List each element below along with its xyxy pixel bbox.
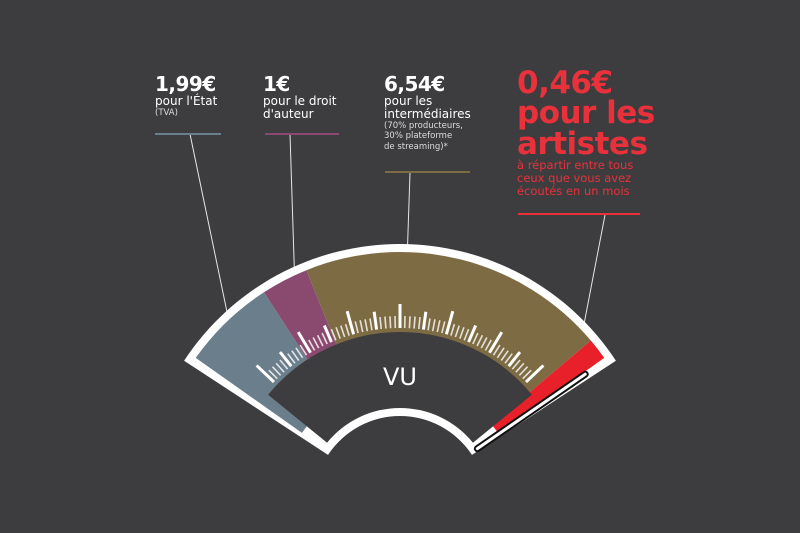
underline-etat [155, 133, 221, 135]
tick [335, 327, 341, 339]
label-artistes: 0,46€ pour les artistes à répartir entre… [517, 65, 655, 198]
tick [330, 328, 337, 341]
leader-line-0 [189, 133, 228, 313]
tick [511, 359, 521, 370]
tick [488, 331, 504, 354]
tick [417, 316, 421, 330]
tick [299, 344, 308, 356]
needle [475, 372, 587, 451]
value-label: 1,99€ [155, 72, 216, 96]
tick [354, 321, 359, 334]
note: 30% plateforme [384, 131, 453, 141]
category-label: artistes [517, 125, 648, 162]
tick [271, 366, 282, 376]
note: écoutés en un mois [517, 183, 630, 198]
category-label: pour les [384, 94, 433, 108]
underline-intermediaires [385, 171, 470, 173]
tick [480, 337, 488, 349]
note: (70% producteurs, [384, 121, 463, 132]
note: de streaming)* [384, 141, 448, 152]
note: ceux que vous avez [517, 171, 632, 185]
tick [467, 324, 478, 343]
value-label: 6,54€ [384, 72, 445, 96]
tick [496, 347, 505, 359]
tick [421, 311, 428, 330]
tick [444, 310, 455, 335]
tick [275, 362, 285, 373]
category-label: pour le droit [263, 94, 337, 108]
tick [321, 332, 328, 345]
category-label: pour les [517, 95, 655, 132]
tick [436, 320, 441, 333]
tick [518, 366, 529, 376]
tick [484, 339, 492, 351]
value-label: 0,46€ [517, 65, 613, 101]
tick [500, 350, 509, 361]
tick [369, 318, 373, 331]
tick [364, 319, 369, 332]
tick [345, 310, 356, 335]
tick [524, 364, 545, 384]
tick [427, 318, 431, 331]
tick [441, 321, 446, 334]
underline-artistes [518, 213, 640, 215]
tick [476, 334, 484, 347]
tick [344, 323, 350, 336]
gauge-ticks [255, 304, 545, 384]
tick [413, 316, 416, 329]
tick [340, 325, 346, 338]
underline-auteur [265, 133, 339, 135]
tick [279, 359, 289, 370]
gauge-center-label: VU [383, 363, 417, 391]
tick [316, 334, 324, 347]
tick [454, 325, 460, 338]
tick [492, 344, 501, 356]
tick [379, 316, 383, 330]
tick [459, 327, 465, 339]
tick [504, 353, 513, 364]
tick [322, 324, 333, 343]
tick [268, 369, 278, 380]
segment-3 [491, 340, 605, 433]
tick [296, 331, 312, 354]
tick [372, 311, 379, 330]
tick [255, 364, 276, 384]
tick [463, 328, 470, 341]
tick [507, 351, 522, 368]
category-label: d'auteur [263, 107, 314, 122]
category-label: intermédiaires [384, 107, 471, 122]
tick [359, 320, 364, 333]
note: (TVA) [155, 108, 178, 119]
leader-line-1 [289, 133, 296, 291]
tick [278, 351, 293, 368]
gauge-needle [473, 370, 589, 453]
tick [291, 350, 300, 361]
tick [287, 353, 296, 364]
tick [515, 362, 525, 373]
tick [295, 347, 304, 359]
tick [472, 332, 479, 345]
tick [308, 339, 316, 351]
note: à répartir entre tous [517, 158, 634, 173]
gauge-window [268, 332, 532, 443]
tick [522, 369, 532, 380]
label-intermediaires: 6,54€ pour les intermédiaires (70% produ… [384, 74, 471, 152]
tick [389, 316, 392, 329]
value-label: 1€ [263, 72, 290, 96]
tick [431, 319, 436, 332]
tick [312, 337, 320, 349]
tick [450, 323, 456, 336]
tick [384, 316, 387, 329]
tick [408, 316, 411, 329]
label-etat: 1,99€ pour l'État (TVA) [155, 74, 217, 119]
label-auteur: 1€ pour le droit d'auteur [263, 74, 337, 121]
category-label: pour l'État [155, 94, 218, 108]
